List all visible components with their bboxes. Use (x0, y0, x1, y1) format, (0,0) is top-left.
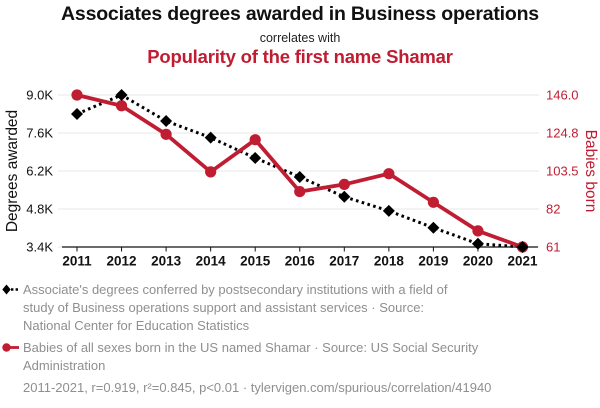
degrees-data-point (204, 131, 217, 144)
left-axis-tick-label: 6.2K (26, 164, 53, 179)
right-axis-tick-label: 61 (546, 240, 560, 255)
x-tick-label: 2015 (240, 254, 271, 269)
legend-item-babies: Babies of all sexes born in the US named… (2, 339, 582, 375)
babies-data-point (205, 166, 217, 178)
right-axis-tick-label: 146.0 (546, 88, 579, 103)
x-tick-label: 2011 (62, 254, 92, 269)
degrees-series-line (76, 93, 523, 249)
x-tick-label: 2014 (196, 254, 227, 269)
stats-and-source-footer: 2011-2021, r=0.919, r²=0.845, p<0.01 · t… (23, 380, 492, 395)
legend-line: Babies of all sexes born in the US named… (23, 340, 479, 355)
left-axis-tick-label: 3.4K (26, 240, 53, 255)
right-axis-title: Babies born (582, 130, 599, 213)
babies-data-point (71, 89, 83, 101)
babies-data-point (294, 185, 306, 198)
chart-title: Associates degrees awarded in Business o… (61, 3, 539, 25)
left-axis-title: Degrees awarded (4, 110, 21, 232)
legend-item-degrees: Associate's degrees conferred by postsec… (2, 281, 582, 335)
right-axis-tick-label: 103.5 (546, 164, 579, 179)
left-axis-tick-label: 4.8K (26, 202, 53, 217)
circle-solid-line-icon (2, 343, 19, 352)
legend-line: Administration (23, 358, 106, 373)
x-tick-label: 2021 (507, 254, 538, 269)
babies-data-point (338, 178, 350, 191)
babies-data-point (427, 196, 439, 208)
degrees-data-point (471, 237, 484, 250)
degrees-data-point (516, 241, 529, 253)
babies-data-point (249, 134, 261, 146)
degrees-data-point (249, 151, 262, 164)
babies-data-point (472, 225, 484, 237)
chart-subtitle: Popularity of the first name Shamar (147, 46, 453, 67)
x-tick-label: 2017 (329, 254, 359, 269)
right-axis-tick-label: 124.8 (546, 126, 579, 141)
x-tick-label: 2016 (285, 254, 316, 269)
degrees-data-point (160, 115, 173, 128)
babies-data-point (115, 100, 128, 112)
correlates-with-label: correlates with (259, 31, 341, 45)
x-tick-label: 2020 (463, 254, 493, 269)
legend-text-degrees: Associate's degrees conferred by postsec… (23, 281, 582, 335)
degrees-data-point (382, 204, 395, 217)
degrees-data-point (338, 190, 351, 203)
left-axis-tick-label: 9.0K (26, 88, 53, 103)
x-tick-label: 2013 (151, 254, 182, 269)
right-axis-tick-label: 82 (546, 202, 560, 217)
degrees-data-point (427, 221, 440, 234)
x-tick-label: 2012 (107, 254, 137, 269)
diamond-dashed-line-icon (2, 284, 19, 295)
left-axis-tick-label: 7.6K (26, 126, 53, 141)
legend-line: National Center for Education Statistics (23, 318, 250, 333)
degrees-data-point (293, 170, 306, 183)
babies-data-point (383, 168, 395, 180)
degrees-data-point (115, 89, 128, 101)
legend-line: Associate's degrees conferred by postsec… (23, 282, 448, 297)
babies-data-point (160, 128, 172, 140)
legend-line: study of Business operations support and… (23, 300, 425, 315)
x-tick-label: 2018 (374, 254, 405, 269)
degrees-data-point (71, 108, 83, 120)
chart-legend: Associate's degrees conferred by postsec… (2, 281, 582, 397)
correlation-line-chart: 2011 2012 2013 2014 2015 2016 2017 2018 2019 2020… (4, 88, 599, 269)
legend-text-babies: Babies of all sexes born in the US named… (23, 339, 582, 375)
x-tick-label: 2019 (418, 254, 448, 269)
